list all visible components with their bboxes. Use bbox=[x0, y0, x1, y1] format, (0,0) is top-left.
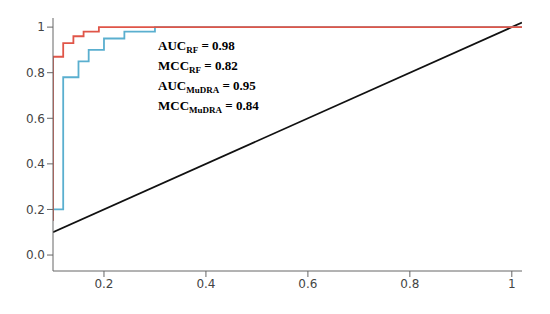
svg-text:1: 1 bbox=[37, 20, 45, 34]
html-text:AUCMuDRA= 0.95: AUCMuDRA= 0.95 bbox=[158, 77, 256, 96]
svg-text:0.6: 0.6 bbox=[298, 277, 317, 291]
html-text:MCCRF= 0.82: MCCRF= 0.82 bbox=[158, 57, 238, 76]
svg-text:0.4: 0.4 bbox=[196, 277, 215, 291]
svg-text:0.6: 0.6 bbox=[26, 112, 45, 126]
svg-text:0.2: 0.2 bbox=[26, 203, 45, 217]
svg-text:0.4: 0.4 bbox=[26, 157, 45, 171]
svg-text:0.8: 0.8 bbox=[400, 277, 419, 291]
html-text:AUCRF= 0.98: AUCRF= 0.98 bbox=[158, 37, 235, 56]
svg-text:0.2: 0.2 bbox=[94, 277, 113, 291]
svg-text:1: 1 bbox=[508, 277, 516, 291]
html-text:MCCMuDRA= 0.84: MCCMuDRA= 0.84 bbox=[158, 97, 259, 116]
svg-text:0.0: 0.0 bbox=[26, 248, 45, 262]
svg-text:0.8: 0.8 bbox=[26, 66, 45, 80]
